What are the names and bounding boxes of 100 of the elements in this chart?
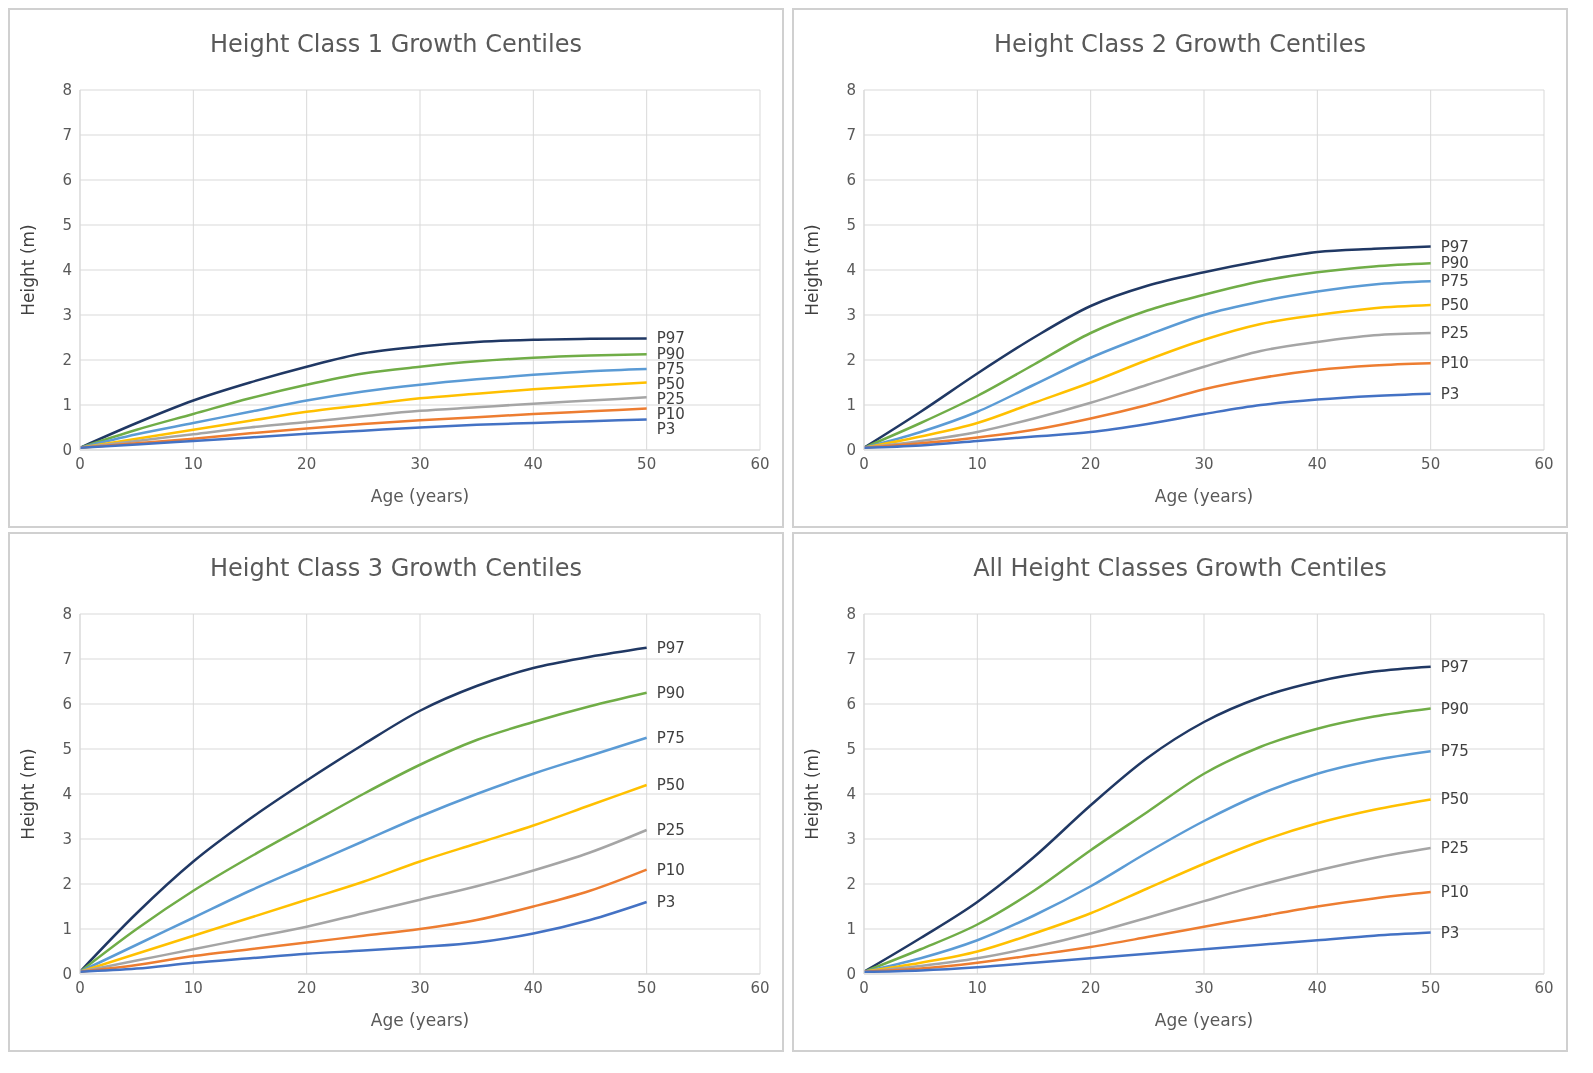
x-axis-title: Age (years): [1154, 486, 1254, 506]
series-label: P75: [1440, 272, 1469, 291]
series-label: P97: [1440, 237, 1469, 256]
y-tick-label: 2: [846, 875, 856, 894]
y-tick-label: 3: [62, 306, 72, 325]
y-tick-label: 2: [846, 351, 856, 370]
line-series: [864, 931, 1432, 973]
x-axis-title: Age (years): [1154, 1010, 1254, 1030]
series-label: P10: [656, 860, 685, 879]
line-series: [80, 736, 648, 973]
y-tick-label: 0: [62, 441, 72, 460]
x-tick-label: 60: [750, 454, 770, 473]
y-tick-label: 0: [846, 965, 856, 984]
y-tick-label: 0: [846, 441, 856, 460]
y-tick-label: 5: [846, 740, 856, 759]
series-label: P3: [1440, 384, 1460, 403]
y-tick-label: 5: [62, 740, 72, 759]
x-tick-label: 40: [523, 454, 543, 473]
x-tick-label: 20: [297, 454, 317, 473]
series-label: P75: [1440, 742, 1469, 761]
series-label: P97: [656, 329, 685, 348]
y-tick-label: 1: [846, 396, 856, 415]
series-label: P75: [656, 728, 685, 747]
y-tick-label: 3: [62, 830, 72, 849]
x-tick-label: 60: [1534, 454, 1554, 473]
series-label: P97: [1440, 657, 1469, 676]
series-label: P50: [1440, 296, 1469, 315]
x-tick-label: 50: [1421, 454, 1441, 473]
x-tick-label: 30: [410, 978, 430, 997]
y-axis-title: Height (m): [18, 224, 39, 316]
series-label: P50: [1440, 790, 1469, 809]
series-label: P10: [1440, 354, 1469, 373]
y-tick-label: 4: [62, 785, 72, 804]
y-axis-title: Height (m): [18, 748, 39, 840]
y-tick-label: 5: [846, 216, 856, 235]
x-tick-label: 0: [859, 978, 869, 997]
y-tick-label: 6: [62, 171, 72, 190]
x-tick-label: 30: [410, 454, 430, 473]
x-tick-label: 40: [1307, 454, 1327, 473]
y-tick-label: 4: [62, 261, 72, 280]
x-tick-label: 20: [1081, 454, 1101, 473]
series-label: P3: [1440, 923, 1460, 942]
y-tick-label: 5: [62, 216, 72, 235]
x-tick-label: 20: [1081, 978, 1101, 997]
x-tick-label: 60: [750, 978, 770, 997]
x-tick-label: 50: [1421, 978, 1441, 997]
series-label: P3: [656, 420, 676, 439]
series-label: P25: [1440, 324, 1469, 342]
y-tick-label: 1: [62, 920, 72, 939]
series-label: P10: [1440, 883, 1469, 902]
y-tick-label: 4: [846, 261, 856, 280]
y-tick-label: 3: [846, 830, 856, 849]
x-axis-title: Age (years): [370, 486, 470, 506]
y-tick-label: 1: [62, 396, 72, 415]
y-tick-label: 7: [62, 650, 72, 669]
y-axis-title: Height (m): [802, 748, 823, 840]
y-tick-label: 7: [846, 126, 856, 145]
x-tick-label: 10: [967, 454, 987, 473]
y-tick-label: 6: [62, 695, 72, 714]
chart-title: Height Class 1 Growth Centiles: [209, 30, 583, 60]
x-axis-title: Age (years): [370, 1010, 470, 1030]
y-tick-label: 8: [62, 81, 72, 100]
y-tick-label: 4: [846, 785, 856, 804]
x-tick-label: 50: [637, 978, 657, 997]
x-tick-label: 0: [75, 454, 85, 473]
series-label: P25: [656, 821, 685, 839]
x-tick-label: 30: [1194, 454, 1214, 473]
y-tick-label: 1: [846, 920, 856, 939]
y-tick-label: 8: [846, 81, 856, 100]
y-tick-label: 8: [62, 605, 72, 624]
series-label: P97: [656, 638, 685, 657]
x-tick-label: 0: [859, 454, 869, 473]
line-series: [80, 418, 648, 449]
y-tick-label: 6: [846, 695, 856, 714]
x-tick-label: 50: [637, 454, 657, 473]
series-label: P3: [656, 893, 676, 911]
series-label: P90: [1440, 254, 1469, 273]
chart-title: All Height Classes Growth Centiles: [972, 554, 1388, 584]
line-series: [864, 392, 1432, 449]
x-tick-label: 0: [75, 978, 85, 997]
line-series: [80, 900, 648, 973]
y-tick-label: 2: [62, 875, 72, 894]
x-tick-label: 10: [967, 978, 987, 997]
series-label: P90: [656, 683, 685, 702]
y-tick-label: 6: [846, 171, 856, 190]
series-label: P90: [1440, 699, 1469, 718]
y-tick-label: 7: [846, 650, 856, 669]
y-tick-label: 3: [846, 306, 856, 325]
x-tick-label: 30: [1194, 978, 1214, 997]
x-tick-label: 60: [1534, 978, 1554, 997]
y-tick-label: 2: [62, 351, 72, 370]
line-series: [80, 783, 648, 973]
y-tick-label: 0: [62, 965, 72, 984]
chart-title: Height Class 3 Growth Centiles: [209, 554, 583, 584]
y-tick-label: 7: [62, 126, 72, 145]
series-label: P50: [656, 776, 685, 794]
x-tick-label: 40: [1307, 978, 1327, 997]
x-tick-label: 10: [183, 978, 203, 997]
series-label: P25: [1440, 839, 1469, 857]
x-tick-label: 10: [183, 454, 203, 473]
